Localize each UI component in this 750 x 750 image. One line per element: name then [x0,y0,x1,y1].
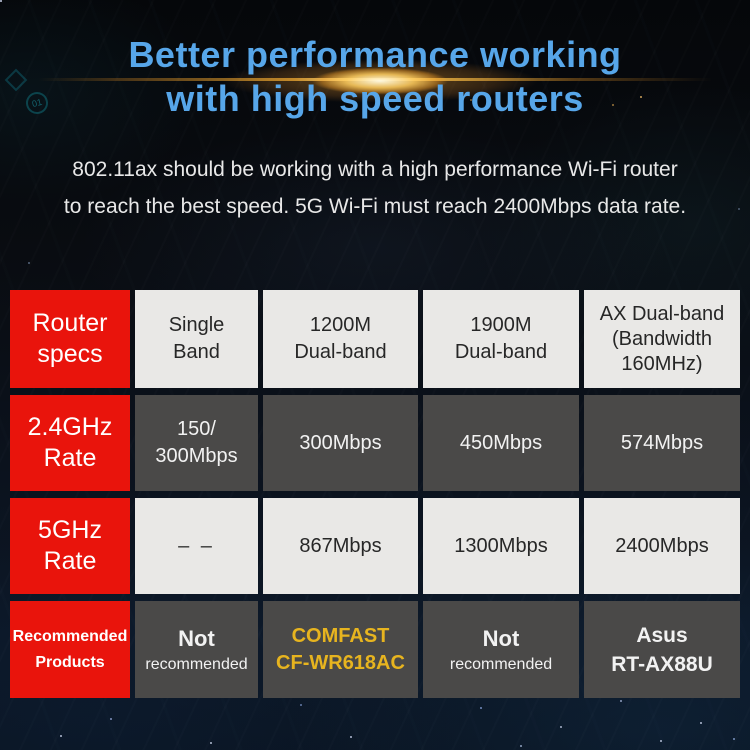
comfast-product-line2: CF-WR618AC [276,651,405,674]
comparison-table: Router specs Single Band 1200M Dual-band… [10,290,740,698]
cell-5ghz-1900m: 1300Mbps [423,498,579,594]
cell-24ghz-1900m: 450Mbps [423,395,579,491]
column-header-1900m-dual-band: 1900M Dual-band [423,290,579,388]
cell-5ghz-ax: 2400Mbps [584,498,740,594]
light-flare-core [295,64,465,98]
cell-recommended-1900m: Not recommended [423,601,579,698]
table-corner-router-specs: Router specs [10,290,130,388]
star-speckles-decoration [0,0,2,2]
cell-recommended-ax-asus: Asus RT-AX88U [584,601,740,698]
title-line-1: Better performance working [128,34,622,75]
asus-product-line2: RT-AX88U [611,652,713,676]
cell-5ghz-1200m: 867Mbps [263,498,418,594]
page-subtitle: 802.11ax should be working with a high p… [0,151,750,225]
corner-label-line2: specs [37,340,103,368]
page-title: Better performance working with high spe… [0,33,750,121]
cell-recommended-single-band: Not recommended [135,601,258,698]
corner-label-line1: Router [32,309,108,337]
subtitle-line-2: to reach the best speed. 5G Wi-Fi must r… [63,195,687,218]
subtitle-line-1: 802.11ax should be working with a high p… [72,158,678,181]
column-header-1200m-dual-band: 1200M Dual-band [263,290,418,388]
row-header-24ghz-rate: 2.4GHz Rate [10,395,130,491]
row-header-recommended-products: Recommended Products [10,601,130,698]
column-header-ax-dual-band: AX Dual-band (Bandwidth 160MHz) [584,290,740,388]
cell-5ghz-single-band: – – [135,498,258,594]
title-line-2: with high speed routers [166,78,584,119]
no-value-dashes: – – [178,534,215,557]
column-header-single-band: Single Band [135,290,258,388]
comfast-product-line1: COMFAST [291,624,390,647]
cell-recommended-1200m-comfast: COMFAST CF-WR618AC [263,601,418,698]
cell-24ghz-ax: 574Mbps [584,395,740,491]
cell-24ghz-1200m: 300Mbps [263,395,418,491]
cell-24ghz-single-band: 150/ 300Mbps [135,395,258,491]
row-header-5ghz-rate: 5GHz Rate [10,498,130,594]
asus-product-line1: Asus [636,623,688,647]
